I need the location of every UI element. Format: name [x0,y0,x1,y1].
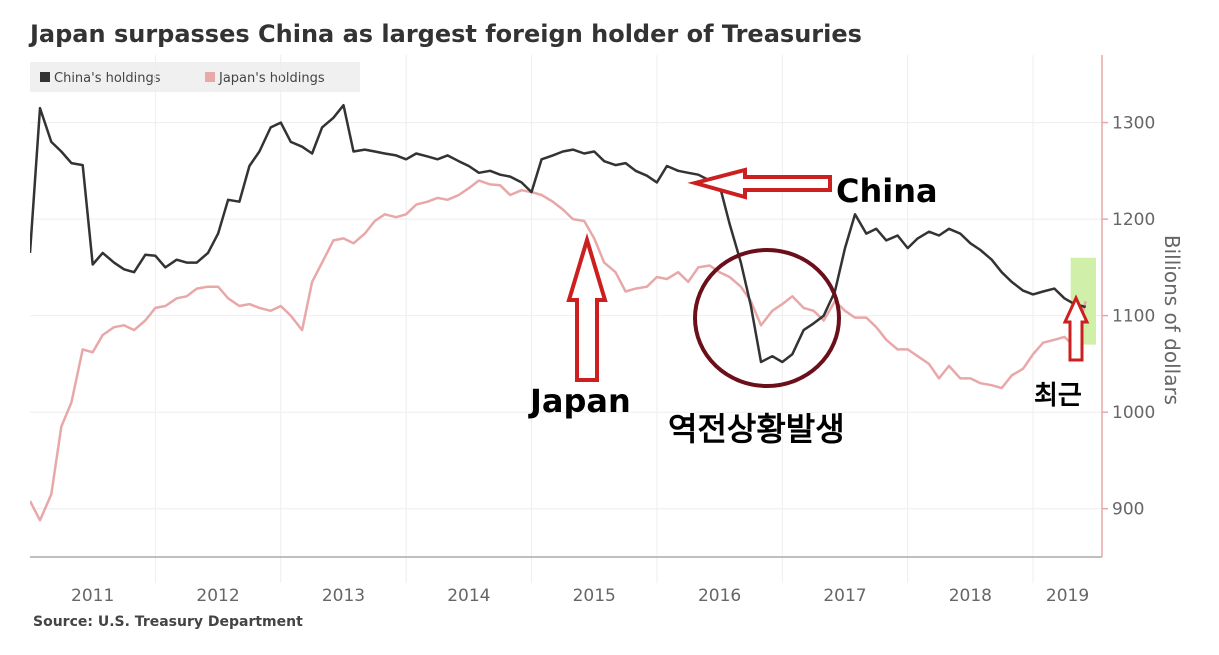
source-note: Source: U.S. Treasury Department [33,614,303,630]
y-axis-label: Billions of dollars [1160,235,1184,405]
x-tick-label: 2012 [196,586,239,606]
y-tick-label: 1000 [1112,403,1155,423]
x-tick-label: 2014 [447,586,490,606]
japan-arrow [566,233,608,382]
y-tick-label: 1200 [1112,210,1155,230]
x-tick-label: 2017 [823,586,866,606]
series-line-china [30,103,1087,364]
china-arrow [687,167,832,200]
chart-title: Japan surpasses China as largest foreign… [28,20,862,48]
x-tick-label: 2019 [1046,586,1089,606]
gridlines [30,55,1102,583]
legend-background [30,62,360,92]
y-tick-label: 1100 [1112,307,1155,327]
series-layer [30,103,1087,522]
japan-annotation: Japan [528,382,631,420]
legend-swatch-japan [205,72,215,82]
legend-swatch-china [40,72,50,82]
y-tick-label: 1300 [1112,114,1155,134]
y-tick-label: 900 [1112,500,1144,520]
annotations: China Japan 역전상황발생 최근 [528,167,1090,448]
x-tick-label: 2011 [71,586,114,606]
legend-label-china: China's holdings [54,71,161,86]
china-annotation: China [836,172,938,210]
recent-arrow [1062,294,1090,362]
series-line-japan [30,179,1087,522]
reversal-annotation: 역전상황발생 [668,410,845,448]
x-tick-label: 2015 [573,586,616,606]
x-tick-label: 2016 [698,586,741,606]
axes: 900 1000 1100 1200 1300 2011 2012 2013 2014 2015 2… [30,55,1155,606]
x-tick-label: 2018 [949,586,992,606]
legend: China's holdings Japan's holdings [30,62,360,92]
legend-label-japan: Japan's holdings [218,71,325,86]
reversal-circle [693,248,841,388]
x-tick-label: 2013 [322,586,365,606]
recent-annotation: 최근 [1034,381,1082,411]
